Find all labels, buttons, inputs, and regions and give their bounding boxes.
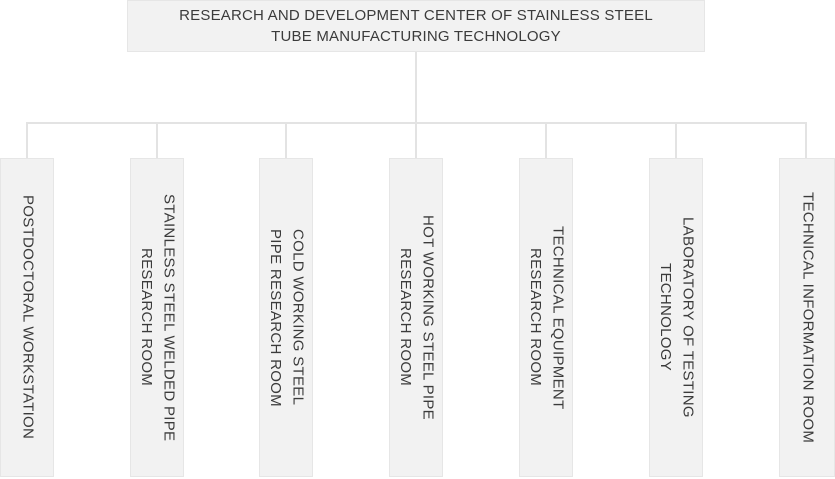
child-node-label: COLD WORKING STEEL PIPE RESEARCH ROOM — [267, 228, 307, 407]
connector-stub — [545, 122, 547, 158]
connector-stub — [415, 122, 417, 158]
child-node-label: HOT WORKING STEEL PIPE RESEARCH ROOM — [397, 215, 437, 420]
child-node-label: TECHNICAL INFORMATION ROOM — [799, 191, 817, 444]
child-node-postdoctoral-workstation: POSTDOCTORAL WORKSTATION — [0, 158, 54, 477]
child-node-label: TECHNICAL EQUIPMENT RESEARCH ROOM — [527, 225, 567, 410]
child-node-label: LABORATORY OF TESTING TECHNOLOGY — [657, 217, 697, 418]
root-node: RESEARCH AND DEVELOPMENT CENTER OF STAIN… — [127, 0, 705, 52]
child-node-technical-equipment-research-room: TECHNICAL EQUIPMENT RESEARCH ROOM — [519, 158, 573, 477]
root-node-label: RESEARCH AND DEVELOPMENT CENTER OF STAIN… — [179, 7, 653, 45]
connector-stub — [285, 122, 287, 158]
child-node-label: STAINLESS STEEL WELDED PIPE RESEARCH ROO… — [138, 193, 178, 442]
connector-stub — [156, 122, 158, 158]
connector-stub — [675, 122, 677, 158]
child-node-stainless-steel-welded-pipe-research-room: STAINLESS STEEL WELDED PIPE RESEARCH ROO… — [130, 158, 184, 477]
connector-stub — [805, 122, 807, 158]
child-node-label: POSTDOCTORAL WORKSTATION — [19, 195, 37, 440]
child-node-cold-working-steel-pipe-research-room: COLD WORKING STEEL PIPE RESEARCH ROOM — [259, 158, 313, 477]
child-node-technical-information-room: TECHNICAL INFORMATION ROOM — [779, 158, 835, 477]
connector-stub — [26, 122, 28, 158]
connector-trunk — [415, 52, 417, 123]
child-node-laboratory-of-testing-technology: LABORATORY OF TESTING TECHNOLOGY — [649, 158, 703, 477]
child-node-hot-working-steel-pipe-research-room: HOT WORKING STEEL PIPE RESEARCH ROOM — [389, 158, 443, 477]
